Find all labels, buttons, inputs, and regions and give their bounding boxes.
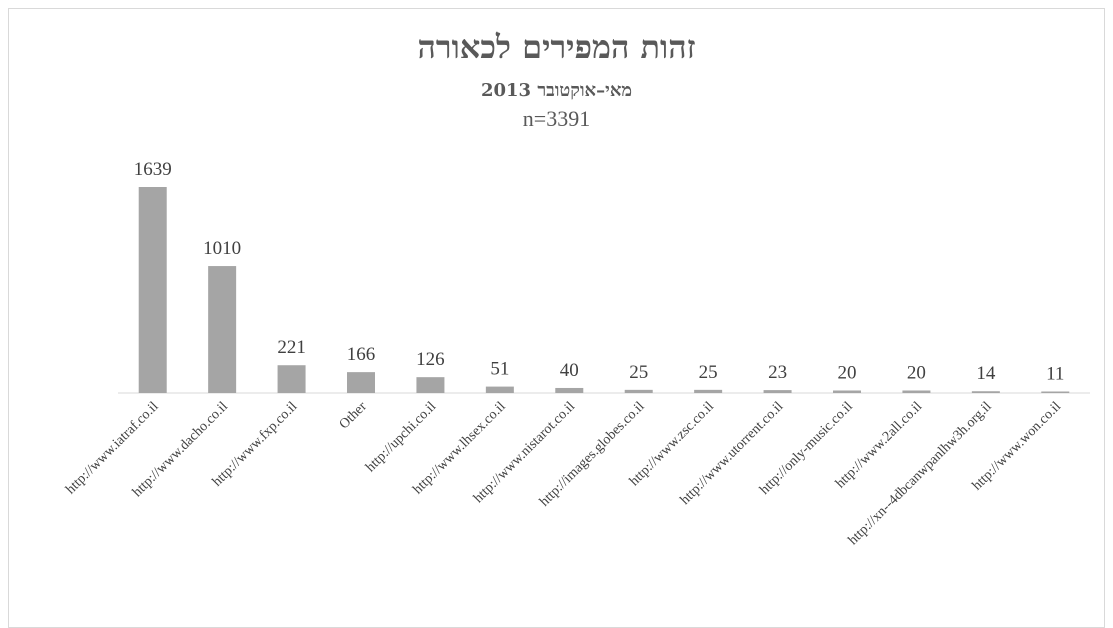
bar: [1041, 391, 1070, 393]
data-label: 1010: [203, 238, 241, 259]
x-tick-label: Other: [337, 399, 370, 432]
bar: [555, 387, 584, 393]
chart-subtitle: מאי–אוקטובר 2013: [480, 80, 633, 101]
bar: [694, 389, 723, 393]
x-tick-label: http://upchi.co.il: [363, 399, 439, 475]
data-label: 25: [699, 362, 718, 383]
chart-area: [8, 8, 1105, 628]
bar: [902, 390, 931, 393]
bar: [833, 390, 861, 393]
bar: [138, 187, 167, 393]
bar: [971, 391, 1000, 393]
data-label: 11: [1046, 364, 1064, 385]
bar: [416, 377, 445, 393]
data-label: 40: [560, 360, 579, 381]
bar: [208, 266, 237, 393]
bar: [347, 372, 375, 393]
x-tick-label: http://xn--4dbcanwpanlhw3h.org.il: [846, 399, 995, 548]
data-label: 25: [629, 362, 648, 383]
bar: [277, 365, 306, 393]
data-label: 51: [490, 359, 509, 380]
bar: [763, 390, 792, 393]
data-label: 166: [347, 344, 376, 365]
bar: [624, 389, 653, 393]
data-label: 20: [907, 362, 926, 383]
bar: [485, 386, 514, 393]
data-label: 23: [768, 362, 787, 383]
chart-title: זהות המפירים לכאורה: [417, 28, 696, 66]
data-label: 126: [416, 349, 445, 370]
data-label: 20: [838, 362, 857, 383]
data-label: 221: [277, 337, 306, 358]
data-label: 1639: [134, 159, 172, 180]
data-label: 14: [976, 363, 996, 384]
chart-sample-size: n=3391: [522, 106, 591, 131]
bar-chart: 1639http://www.iatraf.co.il1010http://ww…: [63, 159, 1090, 548]
